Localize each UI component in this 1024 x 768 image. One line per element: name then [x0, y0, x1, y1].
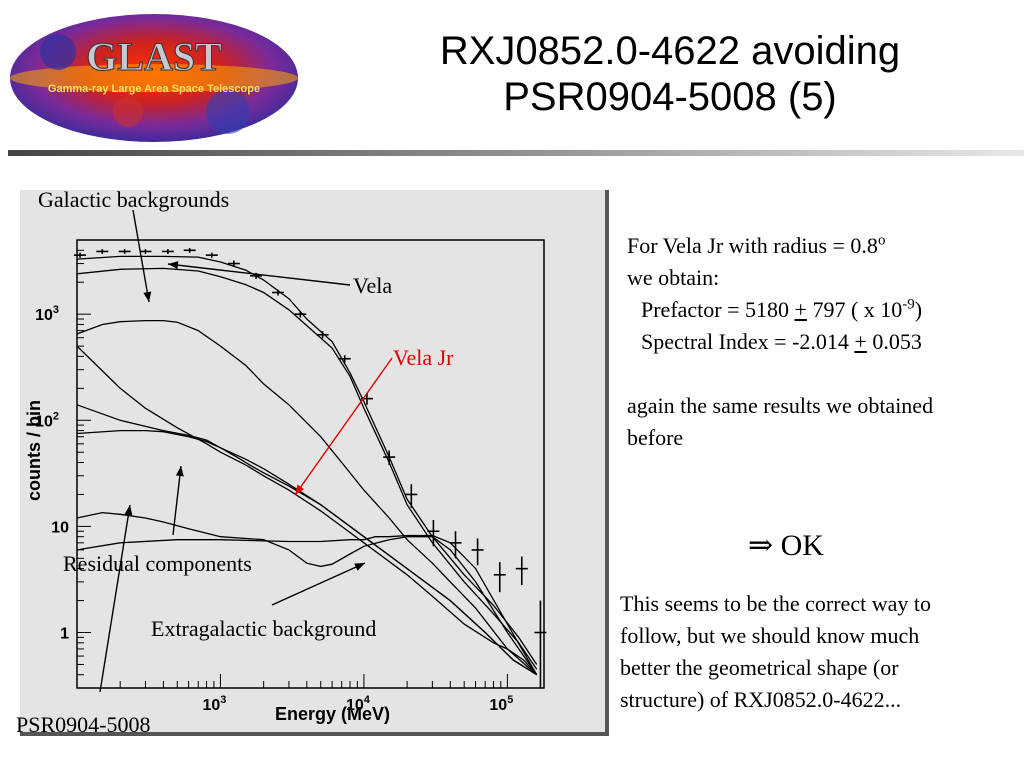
arrow-psr	[99, 504, 131, 693]
arrow-psr-head	[124, 505, 133, 516]
conclusion-line-1: This seems to be the correct way to	[620, 591, 931, 616]
arrow-galactic	[132, 209, 150, 303]
conclusion-line-3: better the geometrical shape (or	[620, 655, 899, 680]
arrow-vela	[167, 263, 351, 286]
ok-result: ⇒ OK	[748, 528, 824, 563]
annotation-psr0904: PSR0904-5008	[16, 712, 151, 737]
model-curve-8	[76, 534, 538, 676]
implies-arrow-icon: ⇒	[748, 529, 774, 562]
slide-title-line1: RXJ0852.0-4622 avoiding	[439, 29, 901, 73]
model-curve-6	[76, 429, 538, 676]
y-tick-label: 10	[51, 519, 69, 536]
conclusion-line-4: structure) of RXJ0852.0-4622...	[620, 687, 902, 712]
y-tick-label: 103	[35, 304, 59, 324]
x-tick-label: 103	[202, 694, 226, 714]
logo-wordmark: GLAST	[86, 34, 222, 79]
slide-title: RXJ0852.0-4622 avoiding PSR0904-5008 (5)	[340, 28, 1000, 120]
arrow-galactic-head	[143, 291, 152, 302]
model-curve-3	[76, 319, 538, 676]
slide-title-line2: PSR0904-5008 (5)	[503, 75, 837, 119]
glast-logo: GLAST Gamma-ray Large Area Space Telesco…	[10, 14, 298, 142]
arrow-extragalactic-head	[354, 563, 365, 571]
again-line-1: again the same results we obtained	[627, 393, 934, 418]
title-divider	[8, 150, 1024, 156]
again-line-2: before	[627, 425, 684, 450]
ok-text: OK	[780, 529, 824, 562]
conclusion-text: This seems to be the correct way to foll…	[620, 588, 1020, 716]
annotation-vela: Vela	[353, 273, 393, 298]
arrow-vela-jr-head	[295, 484, 305, 495]
model-curve-1	[76, 255, 538, 665]
annotation-extragalactic-background: Extragalactic background	[151, 616, 377, 641]
y-axis-title: counts / bin	[24, 400, 44, 501]
model-curve-2	[76, 267, 538, 670]
plot-frame	[76, 239, 545, 689]
x-tick-label: 105	[489, 694, 513, 714]
radius-line: For Vela Jr with radius = 0.8o	[627, 232, 886, 258]
plot-panel: 103 104 105 1 10 102 103 Energy (MeV) counts / b…	[20, 190, 609, 736]
arrow-residual	[172, 465, 182, 536]
spectral-index-line: Spectral Index = -2.014 + 0.053	[641, 329, 922, 354]
annotation-galactic-backgrounds: Galactic backgrounds	[38, 187, 230, 212]
arrow-extragalactic	[271, 562, 366, 606]
obtain-line: we obtain:	[627, 265, 720, 290]
annotation-residual-components: Residual components	[63, 551, 252, 576]
x-axis-title: Energy (MeV)	[275, 704, 390, 724]
fit-results: For Vela Jr with radius = 0.8o we obtain…	[627, 230, 1017, 454]
arrow-vela-head	[168, 261, 179, 270]
prefactor-line: Prefactor = 5180 + 797 ( x 10-9)	[641, 296, 923, 322]
model-curve-7	[76, 511, 538, 676]
model-curve-4	[76, 345, 538, 676]
arrow-residual-head	[175, 466, 184, 477]
logo-subtitle: Gamma-ray Large Area Space Telescope	[48, 83, 260, 95]
annotation-vela-jr: Vela Jr	[393, 345, 454, 370]
y-tick-label: 1	[60, 626, 69, 643]
arrow-vela-jr	[294, 357, 393, 496]
conclusion-line-2: follow, but we should know much	[620, 623, 920, 648]
